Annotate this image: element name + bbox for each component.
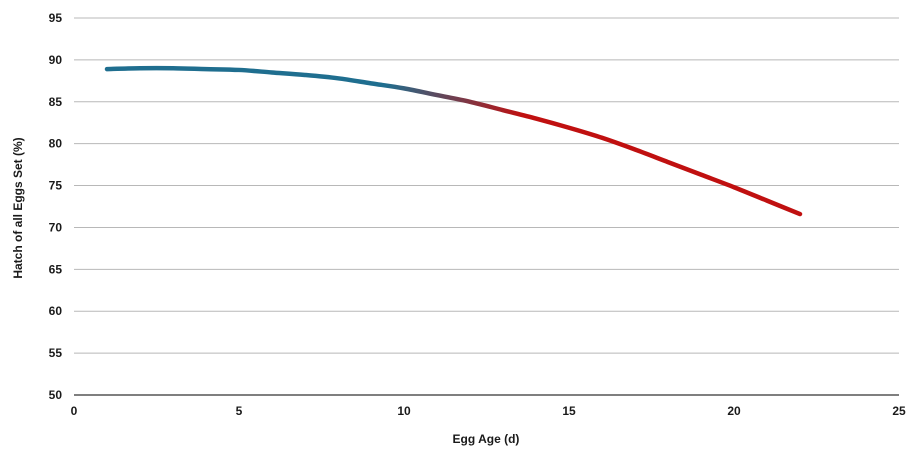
y-tick-label-50: 50	[49, 388, 63, 402]
y-tick-label-80: 80	[49, 137, 63, 151]
series-line-0	[104, 65, 803, 217]
x-tick-label-0: 0	[71, 404, 78, 418]
x-tick-label-10: 10	[397, 404, 411, 418]
x-tick-label-15: 15	[562, 404, 576, 418]
y-tick-label-90: 90	[49, 53, 63, 67]
y-tick-label-75: 75	[49, 179, 63, 193]
x-axis-ticks: 0 5 10 15 20 25	[71, 404, 906, 418]
series-layer	[104, 65, 803, 217]
x-axis-title: Egg Age (d)	[453, 432, 520, 446]
x-tick-label-25: 25	[892, 404, 906, 418]
y-tick-label-85: 85	[49, 95, 63, 109]
y-tick-label-95: 95	[49, 11, 63, 25]
y-tick-label-55: 55	[49, 346, 63, 360]
y-tick-label-65: 65	[49, 262, 63, 276]
gridlines	[74, 17, 899, 354]
x-tick-label-20: 20	[727, 404, 741, 418]
y-axis-ticks: 50 55 60 65 70 75 80 85 90 95	[49, 11, 63, 402]
y-tick-label-70: 70	[49, 220, 63, 234]
y-tick-label-60: 60	[49, 304, 63, 318]
x-tick-label-5: 5	[236, 404, 243, 418]
y-axis-title: Hatch of all Eggs Set (%)	[11, 137, 25, 278]
